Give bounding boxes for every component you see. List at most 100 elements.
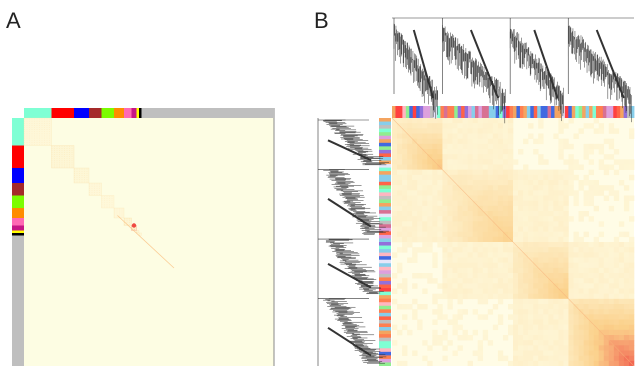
tom-cell-25-30 [543,247,549,253]
module-color-bar-left-35 [379,242,391,246]
tom-cell-8-7 [427,159,433,165]
tom-cell-45-2 [402,350,408,356]
tom-cell-2-44 [613,128,620,134]
tom-cell-22-18 [482,231,489,238]
tom-cell-29-11 [447,267,453,274]
tom-cell-2-23 [507,128,514,134]
tom-cell-16-27 [528,200,534,207]
tom-cell-37-41 [598,309,605,315]
tom-cell-5-40 [593,143,600,150]
tom-cell-26-4 [412,252,418,258]
tom-cell-31-2 [402,278,408,284]
module-color-bar-top-45 [547,106,552,118]
tom-cell-18-9 [437,211,443,217]
tom-cell-2-3 [407,128,413,134]
tom-cell-20-1 [397,221,403,227]
tom-cell-0-14 [462,118,468,124]
tom-cell-45-39 [588,350,594,356]
tom-cell-6-41 [598,149,605,155]
tom-cell-18-15 [467,211,473,217]
tom-cell-41-37 [578,329,584,336]
tom-cell-36-3 [407,304,413,310]
tom-cell-43-32 [553,340,559,346]
tom-cell-26-29 [538,252,544,258]
tom-cell-19-10 [442,216,448,222]
tom-cell-44-35 [568,345,574,351]
tom-cell-32-44 [613,283,620,289]
tom-cell-12-24 [513,180,519,186]
tom-cell-19-28 [533,216,539,222]
tom-cell-43-36 [573,340,579,346]
tom-cell-35-8 [432,298,438,305]
tom-cell-21-33 [558,226,564,232]
tom-cell-20-6 [422,221,428,227]
tom-cell-8-10 [442,159,448,165]
tom-cell-32-37 [578,283,584,289]
tom-cell-3-20 [492,133,499,139]
tom-cell-24-12 [452,242,458,248]
tom-cell-43-26 [523,340,529,346]
tom-cell-10-35 [568,169,574,176]
tom-cell-9-18 [482,164,489,170]
tom-cell-4-26 [523,138,529,145]
module-color-bar-left-18 [379,181,391,186]
module-color-bar-left-5 [12,208,24,218]
tom-cell-36-1 [397,304,403,310]
tom-cell-43-35 [568,340,574,346]
tom-cell-29-23 [507,267,514,274]
tom-cell-45-32 [553,350,559,356]
tom-cell-17-3 [407,205,413,212]
module-color-bar-left-52 [379,302,391,307]
tom-cell-46-42 [603,355,610,362]
tom-cell-26-23 [507,252,514,258]
tom-cell-21-10 [442,226,448,232]
tom-cell-6-22 [502,149,509,155]
tom-cell-34-15 [467,293,473,300]
tom-cell-32-1 [397,283,403,289]
tom-cell-5-13 [457,143,463,150]
tom-cell-32-36 [573,283,579,289]
tom-cell-35-36 [573,298,579,305]
tom-cell-9-35 [568,164,574,170]
module-color-bar-left-40 [379,259,391,264]
module-color-bar-top-0 [24,108,52,118]
tom-cell-17-28 [533,205,539,212]
tom-cell-0-9 [437,118,443,124]
tom-cell-21-22 [502,226,509,232]
tom-cell-32-30 [543,283,549,289]
tom-cell-9-5 [417,164,423,170]
tom-cell-35-13 [457,298,463,305]
tom-cell-46-40 [593,355,600,362]
module-color-bar-left-27 [379,213,391,218]
tom-cell-13-6 [422,185,428,191]
tom-cell-27-29 [538,257,544,263]
tom-cell-24-3 [407,242,413,248]
module-color-bar-left-21 [379,192,391,197]
tom-cell-43-25 [518,340,524,346]
tom-cell-26-25 [518,252,524,258]
tom-cell-20-29 [538,221,544,227]
tom-cell-18-4 [412,211,418,217]
tom-cell-11-3 [407,174,413,181]
tom-cell-2-33 [558,128,564,134]
tom-cell-37-47 [628,309,635,315]
tom-cell-35-44 [613,298,620,305]
tom-cell-13-37 [578,185,584,191]
tom-cell-1-27 [528,123,534,129]
module-color-bar-left-29 [379,220,391,225]
tom-cell-40-23 [507,324,514,331]
module-color-bar-top-11 [430,106,434,118]
tom-cell-23-4 [412,236,418,243]
tom-cell-18-37 [578,211,584,217]
tom-cell-24-22 [502,242,509,248]
tom-cell-4-43 [608,138,615,145]
tom-cell-26-36 [573,252,579,258]
tom-cell-23-14 [462,236,468,243]
tom-cell-38-31 [548,314,554,320]
tom-cell-32-15 [467,283,473,289]
tom-cell-10-8 [432,169,438,176]
tom-cell-12-4 [412,180,418,186]
tom-cell-14-16 [472,190,479,196]
tom-cell-2-12 [452,128,458,134]
tom-cell-6-5 [417,149,423,155]
